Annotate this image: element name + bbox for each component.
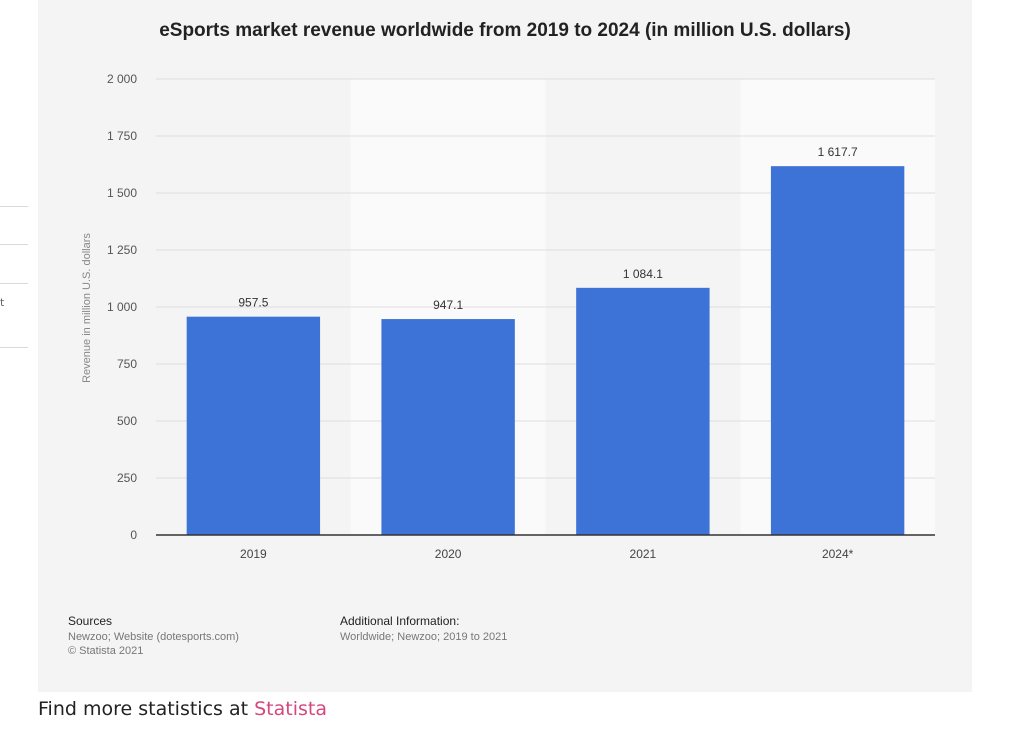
chart-card: eSports market revenue worldwide from 20… bbox=[38, 0, 972, 692]
data-label: 1 084.1 bbox=[623, 267, 663, 281]
bars bbox=[186, 166, 905, 535]
y-tick-label: 0 bbox=[130, 528, 137, 542]
data-label: 1 617.7 bbox=[818, 145, 858, 159]
additional-info-title: Additional Information: bbox=[340, 614, 460, 628]
x-tick-label: 2024* bbox=[822, 547, 854, 561]
sources-title: Sources bbox=[68, 614, 113, 628]
y-tick-label: 750 bbox=[117, 357, 137, 371]
divider bbox=[0, 283, 28, 284]
y-tick-label: 1 250 bbox=[107, 243, 137, 257]
x-tick-label: 2020 bbox=[435, 547, 462, 561]
bar bbox=[186, 316, 321, 535]
x-axis-ticks: 2019 2020 2021 2024* bbox=[240, 547, 854, 561]
data-label: 947.1 bbox=[433, 298, 463, 312]
divider bbox=[0, 206, 28, 207]
truncated-text: t bbox=[0, 296, 5, 309]
y-tick-label: 500 bbox=[117, 414, 137, 428]
data-label: 957.5 bbox=[238, 296, 268, 310]
value-labels: 957.5 947.1 1 084.1 1 617.7 bbox=[238, 145, 858, 312]
sources-line: Newzoo; Website (dotesports.com) bbox=[68, 631, 239, 643]
footer-text: Find more statistics at Statista bbox=[38, 698, 327, 720]
divider bbox=[0, 347, 28, 348]
y-tick-label: 250 bbox=[117, 471, 137, 485]
y-axis-label: Revenue in million U.S. dollars bbox=[81, 233, 93, 383]
y-tick-label: 1 750 bbox=[107, 129, 137, 143]
bar bbox=[381, 319, 515, 535]
x-tick-label: 2021 bbox=[630, 547, 657, 561]
bar bbox=[770, 166, 905, 535]
y-axis-ticks: 0 250 500 750 1 000 1 250 1 500 1 750 2 000 bbox=[107, 72, 137, 542]
y-tick-label: 1 500 bbox=[107, 186, 137, 200]
bar-chart: 0 250 500 750 1 000 1 250 1 500 1 750 2 000 957.… bbox=[81, 72, 935, 561]
x-tick-label: 2019 bbox=[240, 547, 267, 561]
additional-info-line: Worldwide; Newzoo; 2019 to 2021 bbox=[340, 631, 508, 643]
left-page-fragment: t bbox=[0, 0, 30, 732]
chart-title: eSports market revenue worldwide from 20… bbox=[159, 20, 851, 41]
footer-prefix: Find more statistics at bbox=[38, 698, 249, 720]
y-tick-label: 2 000 bbox=[107, 72, 137, 86]
statista-link[interactable]: Statista bbox=[254, 698, 327, 720]
bar bbox=[576, 287, 710, 535]
copyright-line: © Statista 2021 bbox=[68, 645, 144, 657]
divider bbox=[0, 244, 28, 245]
y-tick-label: 1 000 bbox=[107, 300, 137, 314]
